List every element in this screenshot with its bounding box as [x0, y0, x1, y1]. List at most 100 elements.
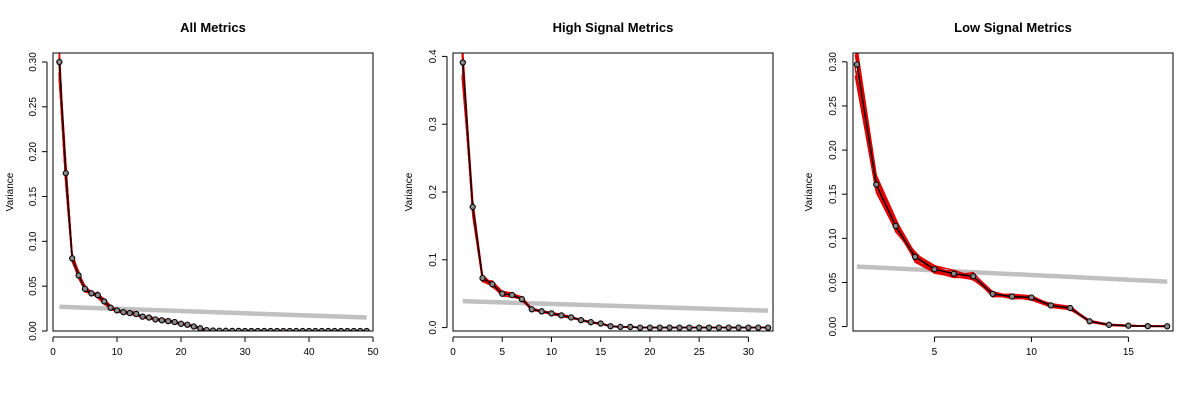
y-tick-label: 0.30	[28, 52, 39, 72]
data-point	[577, 317, 585, 324]
panel-low-signal-metrics: Low Signal Metrics Variance 5 10 15 0.00 0.0…	[804, 20, 1174, 358]
data-point	[56, 58, 63, 66]
data-point	[646, 324, 654, 331]
data-point	[1164, 323, 1171, 330]
observed-line	[58, 61, 367, 331]
x-tick-label: 40	[303, 347, 315, 358]
panel-all-metrics: All Metrics Variance 0 10 20 30 40 50 0.00 0.05…	[5, 20, 379, 358]
null-baseline-line	[462, 301, 769, 313]
y-tick-label: 0.2	[428, 185, 439, 199]
data-point	[479, 274, 486, 282]
data-point	[735, 324, 742, 331]
x-tick-label: 25	[694, 347, 706, 358]
plot-area	[853, 53, 1171, 330]
data-point	[627, 323, 634, 331]
data-point	[152, 316, 159, 323]
data-point	[970, 273, 977, 280]
chart-title: Low Signal Metrics	[954, 20, 1072, 35]
bootstrap-line	[58, 64, 367, 331]
data-point	[145, 314, 153, 321]
observed-line	[462, 62, 769, 329]
y-tick-label: 0.25	[828, 96, 839, 116]
null-baseline-line	[462, 299, 769, 311]
bootstrap-line	[855, 53, 1168, 328]
data-point	[203, 326, 210, 331]
y-tick-label: 0.15	[28, 186, 39, 206]
data-point	[607, 323, 614, 330]
bootstrap-line	[461, 70, 769, 329]
y-tick-label: 0.10	[28, 231, 39, 251]
data-point	[184, 321, 191, 328]
data-point	[1086, 318, 1093, 325]
data-point	[755, 324, 762, 331]
y-tick-label: 0.00	[828, 316, 839, 336]
data-point	[508, 291, 516, 299]
data-point	[177, 320, 185, 327]
x-tick-label: 30	[239, 347, 251, 358]
data-point	[696, 324, 703, 331]
data-point	[538, 308, 545, 315]
bootstrap-line	[461, 53, 769, 329]
bootstrap-line	[58, 72, 367, 331]
data-point	[989, 290, 996, 298]
data-point	[88, 290, 95, 297]
data-point	[1144, 322, 1151, 330]
bootstrap-line	[854, 54, 1168, 328]
y-tick-label: 0.05	[28, 276, 39, 296]
x-tick-label: 15	[595, 347, 607, 358]
data-point	[745, 324, 752, 331]
y-tick-label: 0.3	[428, 117, 439, 131]
data-point	[636, 324, 644, 331]
data-point	[165, 317, 172, 325]
data-point	[617, 323, 624, 331]
bootstrap-line	[461, 55, 769, 329]
data-point	[459, 59, 466, 66]
data-point	[558, 312, 565, 319]
data-point	[911, 253, 919, 261]
data-point	[120, 309, 127, 316]
data-point	[101, 298, 108, 305]
y-axis-label: Variance	[5, 172, 16, 211]
x-tick-label: 20	[175, 347, 187, 358]
null-baseline-line	[462, 302, 769, 313]
data-point	[1028, 294, 1035, 301]
y-axis-label: Variance	[804, 172, 815, 211]
data-point	[107, 304, 114, 311]
plot-frame	[452, 52, 774, 332]
bootstrap-line	[857, 53, 1168, 327]
y-tick-label: 0.30	[828, 52, 839, 72]
null-baseline-line	[462, 298, 769, 310]
bootstrap-line	[461, 62, 769, 329]
plot-area	[459, 53, 772, 331]
x-tick-label: 10	[546, 347, 558, 358]
data-point	[676, 324, 683, 331]
y-tick-label: 0.10	[828, 228, 839, 248]
data-point	[139, 313, 146, 320]
data-point	[587, 319, 594, 326]
x-tick-label: 50	[367, 347, 379, 358]
bootstrap-line	[855, 71, 1168, 327]
bootstrap-line	[58, 78, 367, 331]
x-tick-label: 15	[1123, 347, 1135, 358]
x-tick-label: 5	[499, 347, 505, 358]
data-point	[853, 61, 861, 68]
data-point	[126, 309, 133, 317]
data-point	[62, 170, 69, 177]
bootstrap-line	[855, 79, 1168, 328]
bootstrap-line	[461, 53, 769, 329]
y-tick-label: 0.00	[28, 321, 39, 341]
data-point	[950, 270, 957, 277]
bootstrap-line	[58, 53, 367, 331]
data-point	[518, 295, 526, 303]
bootstrap-line	[58, 72, 367, 331]
bootstrap-line	[854, 75, 1168, 327]
data-point	[69, 255, 76, 262]
data-point	[873, 181, 880, 188]
chart-title: High Signal Metrics	[553, 20, 674, 35]
data-point	[666, 324, 673, 331]
data-point	[548, 310, 555, 317]
data-point	[705, 324, 713, 331]
bootstrap-line	[461, 53, 769, 329]
data-point	[133, 310, 140, 318]
data-point	[197, 325, 204, 331]
